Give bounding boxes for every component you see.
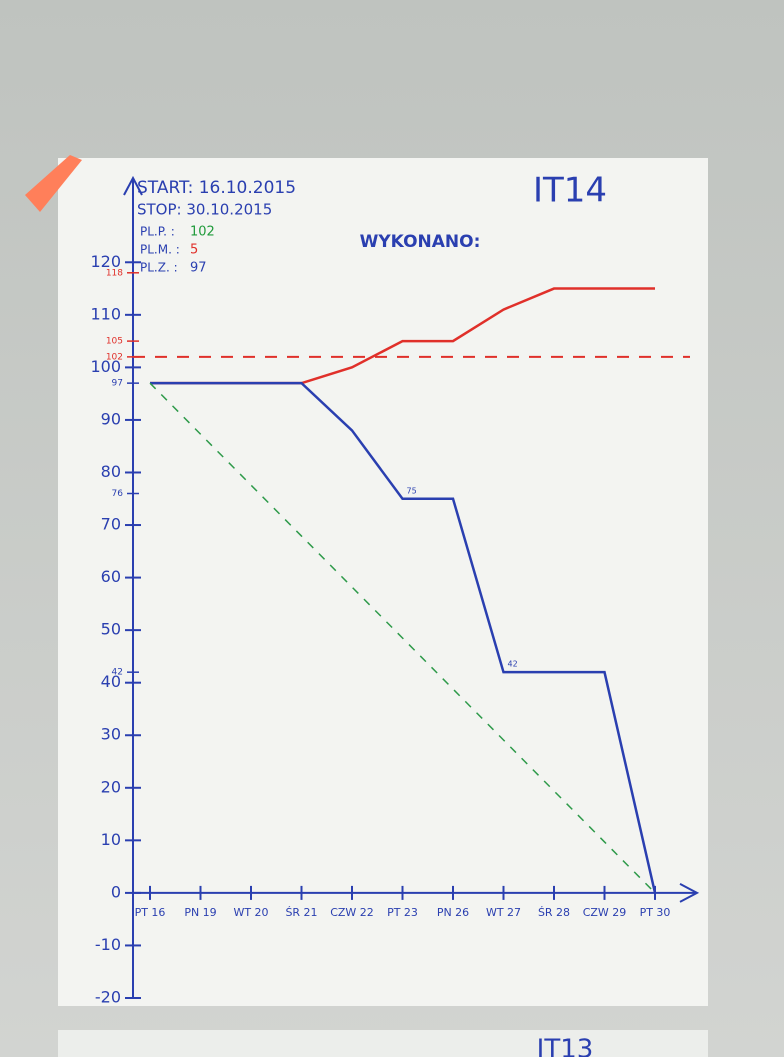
y-tick-label: 30	[101, 725, 121, 744]
x-tick-label: PT 16	[135, 906, 166, 919]
ref-tick-label: 42	[112, 668, 123, 678]
x-tick-label: CZW 22	[330, 906, 374, 919]
x-tick-label: CZW 29	[583, 906, 627, 919]
ref-tick-label: 97	[112, 379, 123, 389]
plan-value: 102	[190, 225, 215, 240]
y-tick-label: 20	[101, 777, 121, 796]
y-tick-label: 70	[101, 515, 121, 534]
x-tick-label: WT 20	[233, 906, 268, 919]
series-line	[149, 382, 656, 894]
x-tick-label: PN 26	[437, 906, 469, 919]
ref-tick-label: 76	[112, 489, 124, 499]
value-label: 42	[508, 660, 518, 669]
plan-value: 97	[190, 261, 207, 276]
next-paper	[58, 1030, 708, 1057]
x-tick-label: PT 23	[387, 906, 418, 919]
x-tick-label: ŚR 21	[285, 906, 317, 919]
subtitle: WYKONANO:	[360, 232, 481, 252]
plan-label: PL.Z. :	[140, 261, 178, 275]
y-tick-label: 90	[101, 409, 121, 428]
y-tick-label: 10	[101, 830, 121, 849]
stop-date: STOP: 30.10.2015	[137, 201, 272, 219]
x-tick-label: ŚR 28	[538, 906, 570, 919]
series-line	[150, 381, 657, 894]
y-tick-label: 50	[101, 620, 121, 639]
ref-tick-label: 105	[106, 337, 123, 347]
plan-label: PL.M. :	[140, 243, 180, 257]
chart-title: IT14	[533, 171, 607, 211]
y-tick-label: 0	[111, 882, 121, 901]
next-sheet-title: IT13	[537, 1035, 594, 1057]
start-date: START: 16.10.2015	[137, 178, 296, 198]
value-label: 75	[407, 486, 417, 495]
x-tick-label: PT 30	[640, 906, 671, 919]
y-axis-arrow	[123, 175, 143, 196]
y-tick-label: 60	[101, 567, 121, 586]
x-tick-label: PN 19	[184, 906, 216, 919]
ref-tick-label: 118	[106, 268, 123, 278]
y-tick-label: 40	[101, 672, 121, 691]
sticky-note	[25, 155, 82, 212]
y-tick-label: 120	[90, 252, 121, 271]
plan-value: 5	[190, 243, 198, 258]
y-tick-label: -20	[95, 988, 121, 1007]
y-tick-label: -10	[95, 935, 121, 954]
y-tick-label: 110	[90, 304, 121, 323]
ref-tick-label: 102	[106, 352, 123, 362]
y-tick-label: 100	[90, 357, 121, 376]
plan-label: PL.P. :	[140, 225, 175, 239]
x-axis-arrow	[679, 883, 700, 903]
x-tick-label: WT 27	[486, 906, 521, 919]
y-tick-label: 80	[101, 462, 121, 481]
paper	[58, 158, 708, 1006]
